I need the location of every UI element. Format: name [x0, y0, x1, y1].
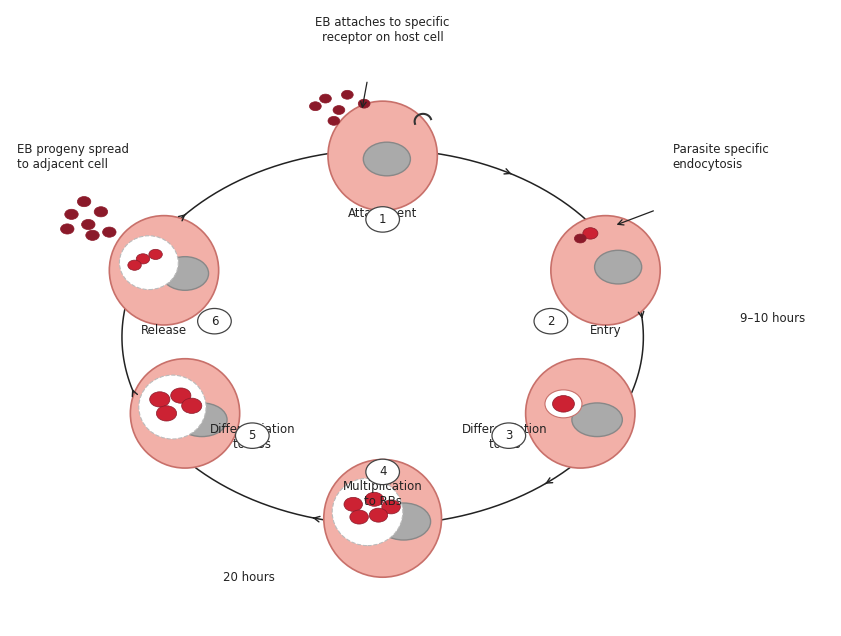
Text: 6: 6 [211, 315, 218, 328]
Circle shape [198, 308, 231, 334]
Circle shape [103, 227, 116, 237]
Circle shape [366, 459, 399, 485]
Text: 5: 5 [249, 429, 256, 442]
Text: Parasite specific
endocytosis: Parasite specific endocytosis [673, 143, 769, 171]
Text: 9–10 hours: 9–10 hours [740, 312, 806, 324]
Circle shape [65, 209, 78, 219]
Circle shape [128, 260, 141, 270]
Circle shape [382, 500, 400, 514]
Circle shape [344, 497, 362, 511]
Circle shape [534, 308, 568, 334]
Circle shape [365, 492, 383, 506]
Ellipse shape [595, 251, 642, 284]
Circle shape [366, 207, 399, 232]
Text: EB progeny spread
to adjacent cell: EB progeny spread to adjacent cell [17, 143, 129, 171]
Circle shape [61, 224, 74, 234]
Circle shape [333, 106, 345, 114]
Circle shape [94, 207, 108, 217]
Ellipse shape [130, 359, 240, 468]
Text: 1: 1 [379, 213, 386, 226]
Text: Differentiation
to RBs: Differentiation to RBs [209, 423, 295, 451]
Text: Release: Release [141, 324, 187, 337]
Text: Differentiation
to RB: Differentiation to RB [462, 423, 547, 451]
Text: 3: 3 [505, 429, 512, 442]
Text: 2: 2 [547, 315, 554, 328]
Ellipse shape [363, 142, 410, 176]
Ellipse shape [109, 216, 219, 325]
Ellipse shape [551, 216, 660, 325]
Text: EB attaches to specific
receptor on host cell: EB attaches to specific receptor on host… [315, 16, 450, 44]
Text: 4: 4 [379, 466, 386, 478]
Circle shape [82, 219, 95, 230]
Circle shape [171, 388, 191, 403]
Circle shape [574, 234, 586, 243]
Circle shape [492, 423, 526, 448]
Ellipse shape [139, 375, 206, 439]
Circle shape [341, 90, 353, 99]
Circle shape [545, 390, 582, 418]
Circle shape [320, 94, 331, 103]
Ellipse shape [324, 459, 442, 577]
Text: Attachment: Attachment [348, 207, 417, 219]
Ellipse shape [377, 503, 431, 540]
Circle shape [149, 249, 162, 259]
Circle shape [309, 102, 321, 111]
Circle shape [150, 392, 170, 407]
Ellipse shape [161, 257, 209, 290]
Circle shape [358, 99, 370, 108]
Ellipse shape [332, 478, 403, 546]
Ellipse shape [572, 403, 622, 436]
Circle shape [553, 396, 574, 412]
Ellipse shape [526, 359, 635, 468]
Circle shape [77, 197, 91, 207]
Circle shape [235, 423, 269, 448]
Circle shape [328, 116, 340, 125]
Text: Multiplication
to RBs: Multiplication to RBs [343, 480, 422, 508]
Circle shape [156, 406, 177, 421]
Text: Entry: Entry [590, 324, 621, 337]
Text: 20 hours: 20 hours [223, 571, 275, 584]
Ellipse shape [119, 236, 178, 289]
Ellipse shape [177, 403, 227, 436]
Ellipse shape [328, 101, 437, 211]
Circle shape [86, 230, 99, 240]
Circle shape [136, 254, 150, 264]
Circle shape [583, 228, 598, 239]
Circle shape [369, 508, 388, 522]
Circle shape [182, 398, 202, 413]
Circle shape [350, 510, 368, 524]
